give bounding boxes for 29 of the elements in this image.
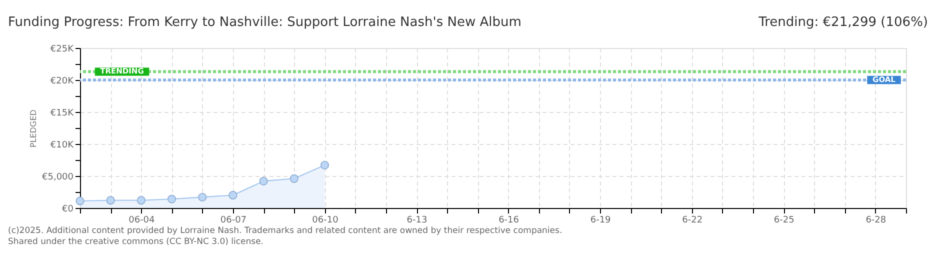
point	[228, 190, 238, 200]
x-tick-label: 6-25	[774, 216, 794, 226]
x-tick-label: 6-16	[498, 216, 520, 226]
x-tick-label: 6-19	[590, 216, 612, 226]
point	[168, 194, 176, 204]
y-tick-label: €15K	[50, 108, 75, 118]
y-tick-label: €10K	[50, 140, 75, 150]
x-tick-label: 6-22	[682, 216, 703, 226]
point	[106, 196, 115, 205]
point	[136, 196, 146, 205]
point	[259, 176, 268, 186]
y-tick-label: €5,000	[42, 172, 74, 182]
text: Trending: €21,299 (106%)	[758, 15, 928, 30]
x-tick-label: 06-04	[128, 216, 156, 226]
x-tick-label: 6-28	[866, 216, 886, 226]
point	[76, 196, 84, 206]
text: (c)2025. Additional content provided by Lorraine Nash. Trademarks and related content are owned by their respective companies.	[8, 226, 562, 236]
point	[198, 192, 207, 202]
chart-title: Funding Progress: From Kerry to Nashville: Support Lorraine Nash's New Album	[8, 15, 522, 30]
x-tick-label: 6-13	[406, 216, 428, 226]
point	[320, 160, 330, 170]
point	[290, 174, 298, 183]
y-axis-title: PLEDGED	[29, 110, 38, 148]
y-tick-label: €25K	[50, 44, 75, 54]
y-tick-label: €20K	[50, 76, 75, 86]
y-tick-label: €0	[62, 204, 74, 214]
text: Shared under the creative commons (CC BY-NC 3.0) license.	[8, 237, 264, 247]
x-tick-label: 06-10	[312, 216, 339, 226]
x-tick-label: 06-07	[220, 216, 247, 226]
